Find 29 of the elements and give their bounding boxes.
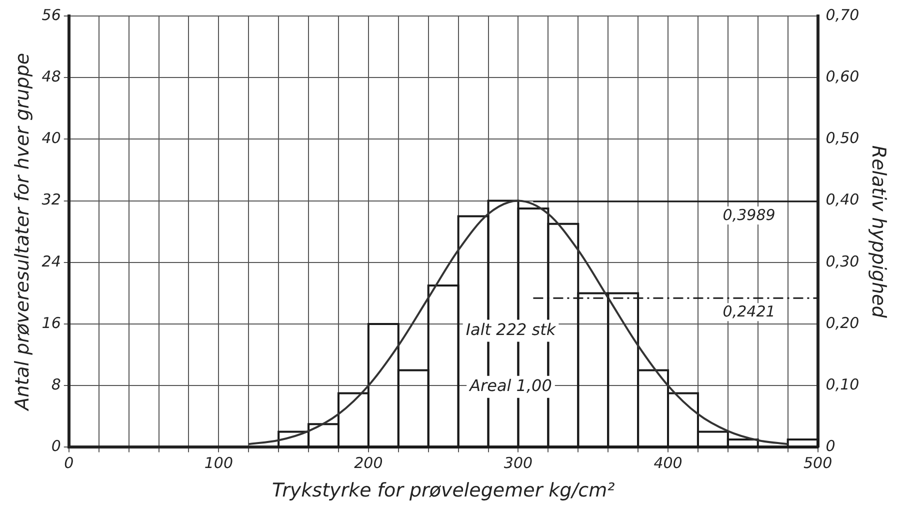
ref-line-label: 0,2421 — [722, 302, 776, 320]
y-tick-label: 56 — [42, 6, 61, 24]
y-tick-label: 16 — [42, 314, 61, 332]
y-tick-label: 48 — [42, 67, 61, 86]
y2-tick-label: 0 — [826, 437, 836, 456]
y2-tick-label: 0,40 — [826, 190, 860, 209]
y-tick-label: 24 — [42, 252, 61, 270]
y2-tick-label: 0,60 — [826, 67, 860, 86]
y-axis-title: Antal prøveresultater for hver gruppe — [11, 52, 34, 412]
y-tick-label: 40 — [42, 129, 61, 148]
y2-tick-label: 0,10 — [826, 375, 860, 394]
x-tick-label: 200 — [354, 454, 383, 472]
annotation: Areal 1,00 — [468, 376, 552, 395]
x-tick-label: 0 — [64, 454, 74, 472]
y-tick-label: 8 — [51, 375, 61, 394]
annotation: Ialt 222 stk — [466, 320, 556, 339]
y-tick-label: 32 — [42, 190, 61, 209]
y2-tick-label: 0,20 — [826, 314, 860, 332]
y2-tick-label: 0,70 — [826, 6, 860, 24]
x-axis-title: Trykstyrke for prøvelegemer kg/cm² — [272, 480, 616, 502]
y2-tick-label: 0,30 — [826, 252, 860, 270]
x-tick-label: 500 — [803, 454, 832, 472]
y2-tick-label: 0,50 — [826, 129, 860, 148]
x-tick-label: 100 — [204, 454, 233, 472]
y2-axis-title: Relativ hyppighed — [868, 145, 890, 319]
y-tick-label: 0 — [51, 437, 61, 456]
x-tick-label: 400 — [654, 454, 682, 472]
x-tick-label: 300 — [504, 454, 533, 472]
ref-line-label: 0,3989 — [722, 206, 776, 224]
